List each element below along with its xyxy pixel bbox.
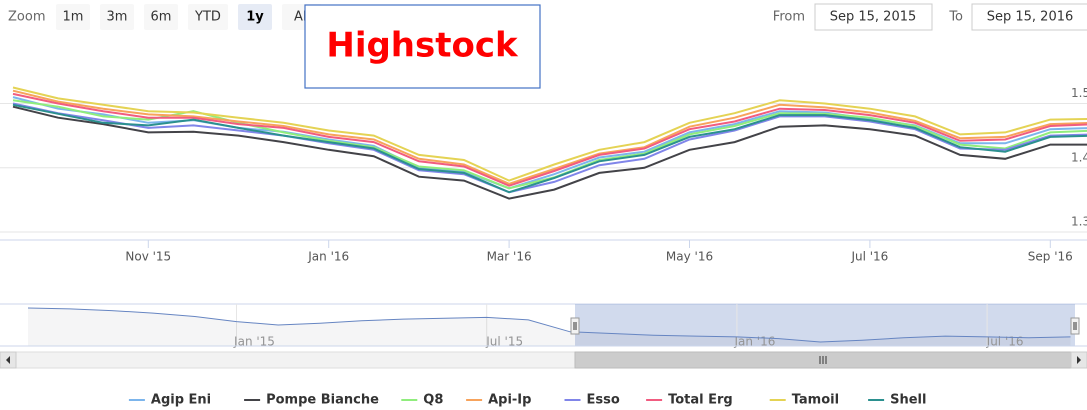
series-line xyxy=(12,103,1087,194)
series-line xyxy=(12,105,1087,200)
legend-label[interactable]: Q8 xyxy=(423,393,443,408)
nav-label: Jul '16 xyxy=(986,335,1024,349)
x-tick-label: Nov '15 xyxy=(125,250,171,264)
legend-label[interactable]: Api-Ip xyxy=(488,393,531,408)
legend-label[interactable]: Esso xyxy=(587,393,620,408)
series-line xyxy=(12,89,1087,185)
legend-label[interactable]: Tamoil xyxy=(792,393,839,408)
nav-label: Jul '15 xyxy=(485,335,523,349)
series-line xyxy=(12,86,1087,182)
legend-label[interactable]: Agip Eni xyxy=(151,393,211,408)
legend-label[interactable]: Total Erg xyxy=(668,393,733,408)
watermark-text: Highstock xyxy=(326,26,519,66)
range-button[interactable] xyxy=(100,4,134,30)
nav-area xyxy=(28,308,1071,346)
range-button-label[interactable]: YTD xyxy=(194,10,221,25)
from-value[interactable]: Sep 15, 2015 xyxy=(830,10,917,25)
series-line xyxy=(12,102,1087,194)
nav-selection[interactable] xyxy=(575,304,1075,346)
to-label: To xyxy=(948,10,963,25)
x-tick-label: Sep '16 xyxy=(1028,250,1073,264)
nav-line xyxy=(27,307,1071,343)
x-tick-label: Jan '16 xyxy=(307,250,349,264)
from-input[interactable] xyxy=(814,3,933,31)
range-button[interactable] xyxy=(144,4,178,30)
y-tick-label: 1.5 xyxy=(1071,86,1087,100)
nav-label: Jan '15 xyxy=(233,335,275,349)
y-tick-label: 1.3 xyxy=(1071,214,1087,228)
series-line xyxy=(12,96,1087,190)
x-tick-label: May '16 xyxy=(666,250,713,264)
range-button[interactable] xyxy=(56,4,90,30)
scrollbar-arrow xyxy=(1077,356,1081,364)
zoom-label: Zoom xyxy=(8,10,45,25)
range-button[interactable] xyxy=(238,4,272,30)
x-tick-label: Jul '16 xyxy=(850,250,888,264)
x-tick-label: Mar '16 xyxy=(487,250,532,264)
range-button[interactable] xyxy=(188,4,228,30)
legend-label[interactable]: Shell xyxy=(890,393,926,408)
range-button-label[interactable]: 1y xyxy=(246,10,264,25)
legend-label[interactable]: Pompe Bianche xyxy=(266,393,379,408)
y-tick-label: 1.4 xyxy=(1071,150,1087,164)
range-button-label[interactable]: 6m xyxy=(151,10,172,25)
to-value[interactable]: Sep 15, 2016 xyxy=(987,10,1074,25)
nav-handle[interactable] xyxy=(1070,317,1080,335)
series-line xyxy=(12,92,1087,187)
range-button-label[interactable]: 1m xyxy=(63,10,84,25)
from-label: From xyxy=(773,10,805,25)
watermark-box xyxy=(304,4,541,89)
nav-handle[interactable] xyxy=(570,317,580,335)
to-input[interactable] xyxy=(971,3,1087,31)
scrollbar-arrow xyxy=(6,356,10,364)
range-button-label[interactable]: 3m xyxy=(107,10,128,25)
